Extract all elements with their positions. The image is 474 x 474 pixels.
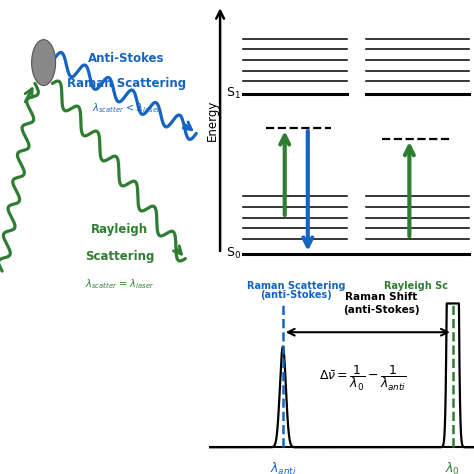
- Text: Raman Scattering: Raman Scattering: [247, 281, 346, 291]
- Text: S$_0$: S$_0$: [226, 246, 241, 261]
- Text: $\lambda_0$: $\lambda_0$: [445, 461, 460, 474]
- Text: Energy: Energy: [206, 100, 219, 141]
- Text: $\lambda_{scatter}$ = $\lambda_{laser}$: $\lambda_{scatter}$ = $\lambda_{laser}$: [85, 277, 155, 291]
- Text: $\lambda_{scatter}$ < $\lambda_{laser}$: $\lambda_{scatter}$ < $\lambda_{laser}$: [92, 101, 161, 115]
- Text: $\lambda_{anti}$: $\lambda_{anti}$: [270, 461, 296, 474]
- Text: Rayleigh: Rayleigh: [91, 223, 148, 236]
- Text: S$_1$: S$_1$: [226, 86, 241, 101]
- Text: $\Delta\bar{\nu} = \dfrac{1}{\lambda_0} - \dfrac{1}{\lambda_{anti}}$: $\Delta\bar{\nu} = \dfrac{1}{\lambda_0} …: [319, 364, 406, 393]
- Text: Scattering: Scattering: [85, 250, 155, 263]
- Circle shape: [32, 40, 55, 85]
- Text: Anti-Stokes: Anti-Stokes: [88, 52, 164, 65]
- Text: (anti-Stokes): (anti-Stokes): [260, 290, 332, 300]
- Text: Raman Shift: Raman Shift: [345, 292, 417, 301]
- Text: Rayleigh Sc: Rayleigh Sc: [384, 281, 448, 291]
- Text: Raman Scattering: Raman Scattering: [67, 77, 186, 90]
- Text: (anti-Stokes): (anti-Stokes): [343, 305, 419, 315]
